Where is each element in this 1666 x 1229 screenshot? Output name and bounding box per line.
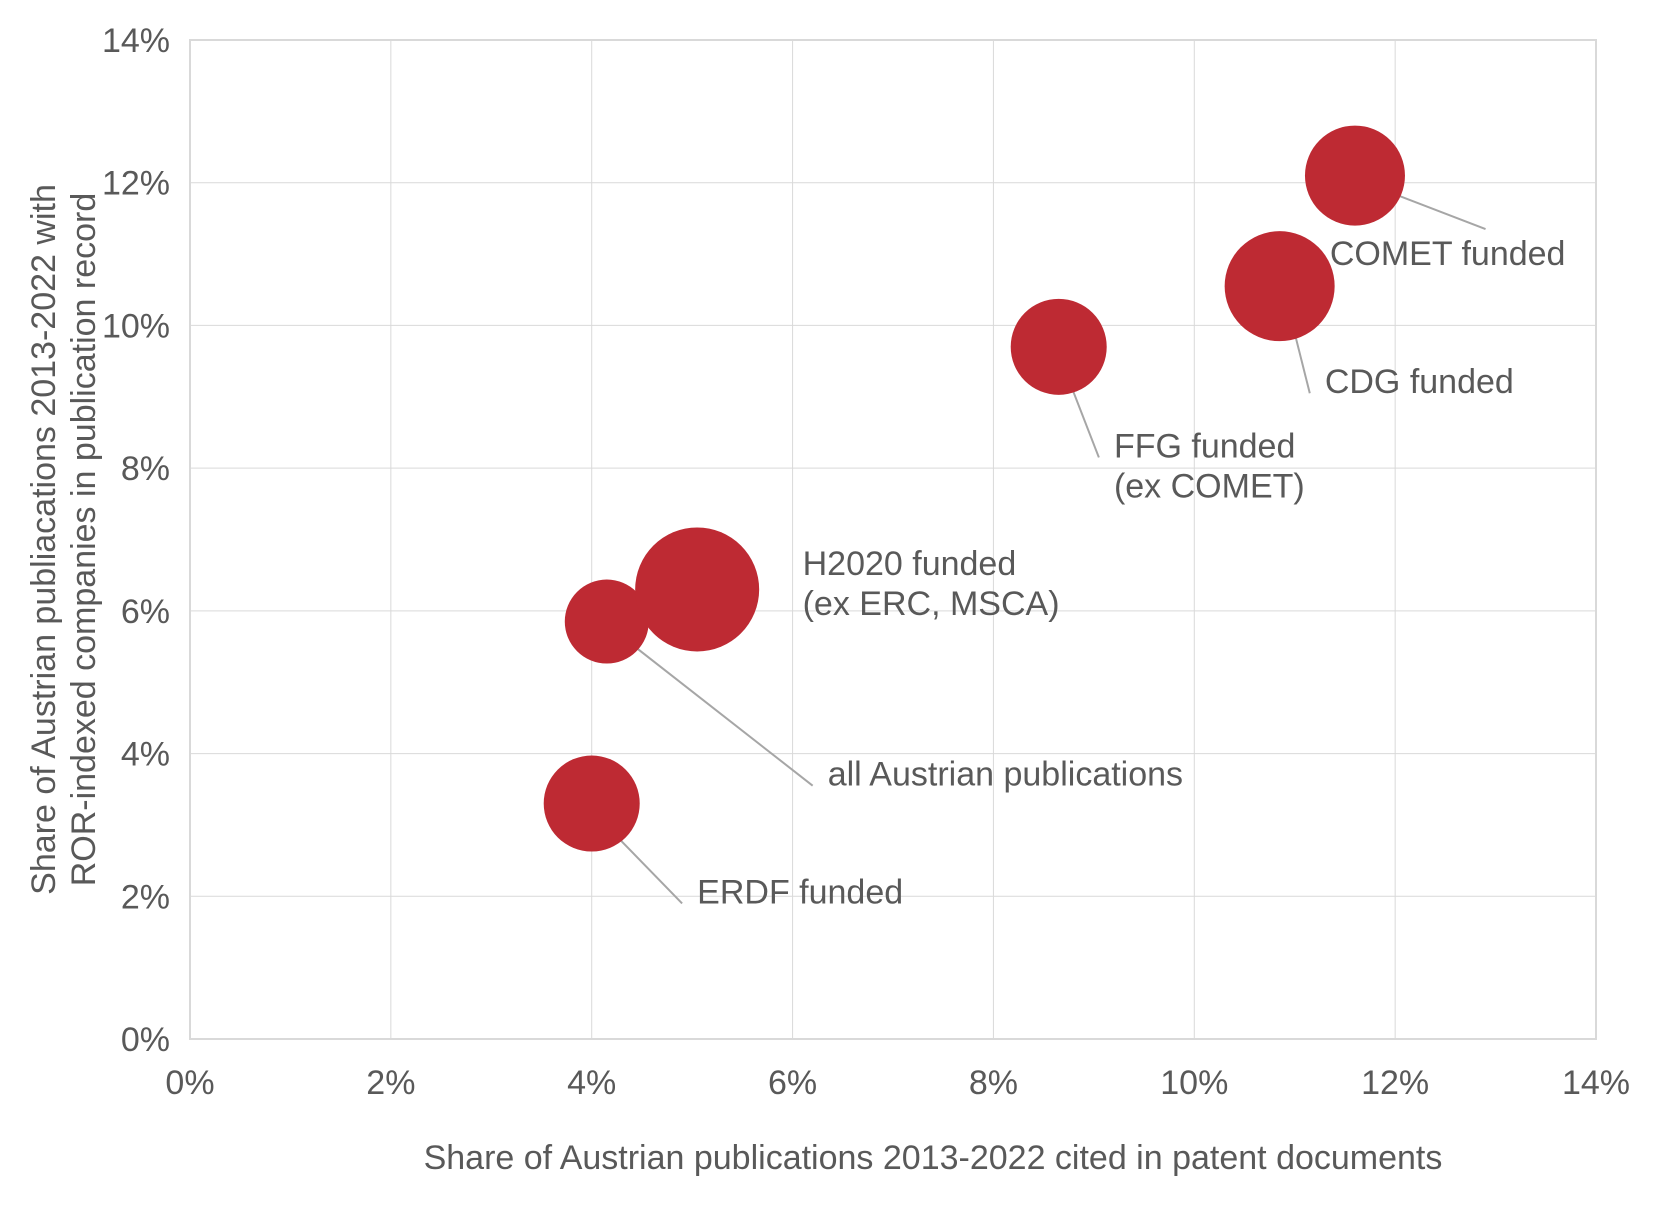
svg-text:Share of Austrian publiacation: Share of Austrian publiacations 2013-202… (25, 184, 63, 895)
bubble-chart: 0% 2% 4% 6% 8% 10% 12% 14% 0% 2% 4% 6% 8% 10% 12% 14% Sh… (0, 0, 1666, 1229)
y-tick-label: 4% (121, 736, 170, 774)
x-tick-label: 10% (1160, 1064, 1228, 1102)
data-label: H2020 funded (803, 545, 1017, 583)
data-label: (ex COMET) (1114, 467, 1305, 505)
data-point (544, 756, 640, 852)
x-tick-label: 2% (366, 1064, 415, 1102)
data-point (635, 527, 759, 651)
x-tick-label: 14% (1562, 1064, 1630, 1102)
x-axis-title: Share of Austrian publications 2013-2022… (424, 1139, 1443, 1177)
y-tick-label: 12% (102, 165, 170, 203)
data-labels: ERDF funded all Austrian publications H202… (697, 235, 1565, 912)
data-label: all Austrian publications (828, 756, 1183, 794)
data-label: COMET funded (1330, 235, 1566, 273)
x-tick-label: 12% (1361, 1064, 1429, 1102)
y-tick-label: 14% (102, 22, 170, 60)
data-label: CDG funded (1325, 363, 1514, 401)
data-label: FFG funded (1114, 427, 1295, 465)
data-label: ERDF funded (697, 873, 903, 911)
y-axis-title: Share of Austrian publiacations 2013-202… (25, 184, 103, 895)
data-point (1011, 299, 1107, 395)
y-tick-label: 10% (102, 307, 170, 345)
x-tick-label: 4% (567, 1064, 616, 1102)
x-tick-label: 6% (768, 1064, 817, 1102)
svg-text:ROR-indexed companies in publi: ROR-indexed companies in publication rec… (65, 193, 103, 887)
y-tick-label: 6% (121, 593, 170, 631)
data-point (1225, 231, 1335, 341)
x-tick-label: 8% (969, 1064, 1018, 1102)
y-tick-label: 8% (121, 450, 170, 488)
y-tick-label: 0% (121, 1021, 170, 1059)
data-label: (ex ERC, MSCA) (803, 585, 1060, 623)
data-point (1305, 126, 1405, 226)
x-tick-label: 0% (165, 1064, 214, 1102)
y-tick-label: 2% (121, 878, 170, 916)
